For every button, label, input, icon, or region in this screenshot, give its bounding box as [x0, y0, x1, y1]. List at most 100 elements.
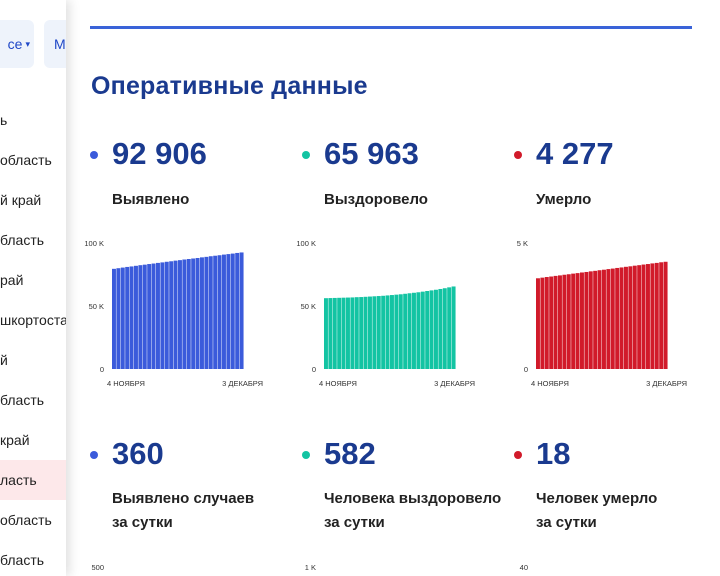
bar	[230, 253, 235, 369]
bar	[147, 264, 152, 369]
bar	[129, 266, 134, 369]
bar	[562, 274, 567, 369]
main-panel: Оперативные данные 92 906 Выявлено 65 96…	[66, 0, 720, 576]
sidebar-item-region[interactable]: ласть	[0, 460, 66, 500]
bar	[412, 292, 416, 369]
sidebar-item-region[interactable]: край	[0, 432, 30, 448]
bar	[186, 259, 191, 369]
bar	[425, 291, 430, 369]
bar	[112, 268, 116, 369]
sidebar-item-region[interactable]: рай	[0, 272, 24, 288]
y-tick-label: 500	[91, 563, 104, 572]
bar	[324, 298, 328, 369]
bar	[328, 298, 333, 369]
sidebar-item-region[interactable]: бласть	[0, 552, 45, 568]
stat-value: 18	[536, 436, 571, 471]
stat-label: Человека выздоровело	[324, 490, 502, 507]
bullet-dot	[302, 151, 310, 159]
bullet-dot	[514, 451, 522, 459]
bar	[390, 295, 394, 369]
sidebar-item-region[interactable]: область	[0, 152, 52, 168]
bar	[624, 266, 628, 369]
bar	[403, 293, 408, 369]
y-tick-label: 0	[524, 365, 528, 374]
stat-label: Выявлено случаев	[112, 490, 255, 507]
x-tick-label-end: 3 ДЕКАБРЯ	[646, 379, 687, 388]
page-title: Оперативные данные	[91, 72, 368, 100]
bar	[558, 275, 562, 369]
stat-label-2: за сутки	[324, 514, 385, 531]
bar	[138, 265, 143, 369]
bar	[416, 292, 421, 369]
bar	[385, 295, 390, 369]
bar	[169, 261, 174, 369]
region-list: ь область й край бласть рай шкортоста й бласть к…	[0, 100, 66, 576]
sidebar-item-region[interactable]: область	[0, 512, 52, 528]
bar	[226, 254, 231, 369]
bar	[438, 288, 443, 369]
chart-deaths-svg: 5 K 04 НОЯБРЯ 3 ДЕКАБРЯ	[517, 239, 687, 388]
stat-label: Выявлено	[112, 191, 190, 208]
bar	[125, 266, 130, 369]
y-tick-label: 100 K	[296, 239, 316, 248]
bar	[120, 267, 125, 369]
bar	[566, 274, 571, 369]
region-dropdown-label: се	[7, 36, 23, 52]
x-tick-label-start: 4 НОЯБРЯ	[107, 379, 145, 388]
bar	[372, 296, 377, 369]
chart-detected-svg: 100 K 50 K 04 НОЯБРЯ 3 ДЕКАБРЯ	[84, 239, 263, 388]
stat-value: 582	[324, 436, 376, 471]
bar	[354, 297, 359, 369]
stat-label-2: за сутки	[536, 514, 597, 531]
stat-value: 4 277	[536, 136, 614, 171]
bar	[637, 265, 642, 369]
bar	[641, 264, 646, 369]
stat-label: Человек умерло	[536, 490, 658, 507]
bar	[575, 273, 580, 369]
region-tab[interactable]: М	[44, 20, 66, 68]
bar	[654, 262, 659, 369]
bar	[116, 268, 121, 369]
sidebar-item-region[interactable]: й край	[0, 192, 42, 208]
bar	[442, 288, 447, 369]
x-tick-label-end: 3 ДЕКАБРЯ	[222, 379, 263, 388]
bar	[650, 263, 655, 369]
sidebar-item-region[interactable]: бласть	[0, 232, 45, 248]
bar	[151, 263, 156, 369]
bar	[160, 262, 165, 369]
bar	[156, 262, 160, 369]
bar	[346, 297, 350, 369]
bar	[200, 257, 204, 369]
bar	[434, 289, 438, 369]
bar	[619, 267, 624, 369]
sidebar-item-region[interactable]: й	[0, 352, 8, 368]
y-tick-label: 0	[100, 365, 104, 374]
sidebar-item-region[interactable]: ь	[0, 112, 8, 128]
region-sidebar: се ▾ М ь область й край бласть рай шкортоста й б…	[0, 0, 66, 576]
bar	[332, 297, 337, 369]
region-dropdown[interactable]: се ▾	[0, 20, 34, 68]
chart-deaths-daily: 40	[508, 560, 698, 576]
bar	[407, 293, 412, 369]
sidebar-item-region[interactable]: бласть	[0, 392, 45, 408]
bar	[571, 273, 576, 369]
chart-recovered-daily: 1 K	[296, 560, 486, 576]
stat-value: 65 963	[324, 136, 419, 171]
bar	[606, 269, 611, 369]
bar	[628, 266, 633, 369]
x-tick-label-end: 3 ДЕКАБРЯ	[434, 379, 475, 388]
bar	[178, 260, 182, 369]
bar	[544, 277, 549, 369]
sidebar-item-region[interactable]: шкортоста	[0, 312, 66, 328]
bar	[368, 296, 372, 369]
bar	[602, 269, 606, 369]
chart-detected-daily-svg: 500	[91, 563, 104, 572]
bar	[536, 278, 540, 369]
bar	[204, 256, 209, 369]
bar	[195, 257, 200, 369]
bar	[593, 270, 598, 369]
bar	[350, 297, 355, 369]
